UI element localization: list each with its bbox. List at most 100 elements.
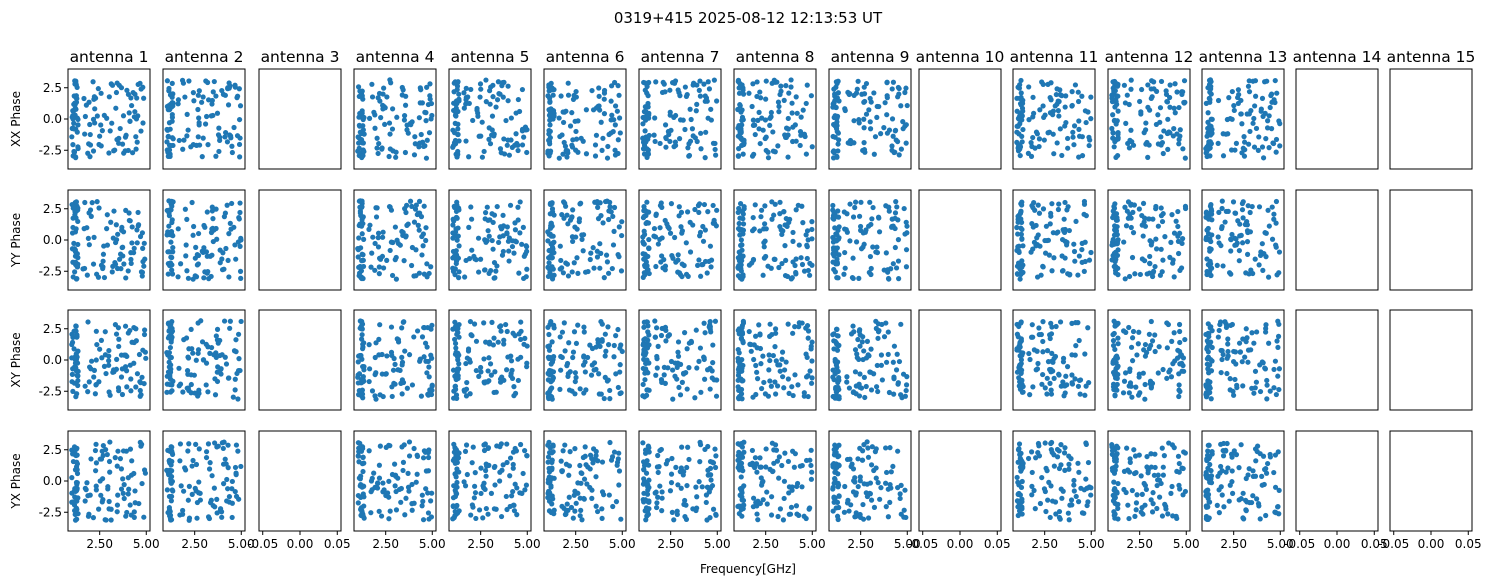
data-point xyxy=(640,393,646,399)
data-point xyxy=(1156,344,1162,350)
data-point xyxy=(889,147,895,153)
data-point xyxy=(735,273,742,279)
data-point xyxy=(1142,396,1148,402)
data-point xyxy=(710,202,716,209)
panel-frame xyxy=(1107,189,1191,291)
data-point xyxy=(761,379,767,386)
data-point xyxy=(1273,198,1280,205)
data-point xyxy=(428,514,435,520)
data-point xyxy=(889,216,895,222)
data-point xyxy=(87,364,93,370)
data-point xyxy=(412,206,419,212)
data-point xyxy=(73,259,79,265)
data-point xyxy=(128,250,134,256)
data-point xyxy=(70,116,76,122)
data-point xyxy=(1149,78,1155,84)
data-point xyxy=(863,355,870,361)
data-point xyxy=(867,199,873,205)
data-point xyxy=(1110,208,1116,214)
data-point xyxy=(1114,375,1120,381)
data-point xyxy=(832,269,838,275)
data-point xyxy=(489,113,496,119)
data-point xyxy=(593,366,599,372)
data-point xyxy=(355,247,361,253)
data-point xyxy=(224,476,230,483)
data-point xyxy=(809,262,815,268)
data-point xyxy=(904,102,910,109)
data-point xyxy=(168,330,174,336)
data-point xyxy=(587,256,593,263)
data-point xyxy=(114,136,120,143)
data-point xyxy=(140,245,146,251)
data-point xyxy=(709,483,716,489)
data-point xyxy=(73,93,79,99)
data-point xyxy=(113,222,119,228)
data-point xyxy=(70,142,76,148)
data-point xyxy=(1062,199,1068,206)
data-point xyxy=(1231,103,1237,109)
data-point xyxy=(785,376,791,382)
data-point xyxy=(567,123,574,129)
data-point xyxy=(472,490,479,496)
data-point xyxy=(741,204,747,210)
data-point xyxy=(1160,150,1166,157)
data-point xyxy=(665,365,671,371)
data-point xyxy=(640,121,646,127)
data-point xyxy=(495,339,501,345)
data-point xyxy=(833,213,839,220)
data-point xyxy=(861,91,868,97)
data-point xyxy=(702,330,708,336)
data-point xyxy=(704,367,711,373)
data-point xyxy=(225,257,231,264)
data-point xyxy=(739,276,745,282)
data-point xyxy=(469,460,475,466)
data-point xyxy=(88,456,94,462)
data-point xyxy=(808,380,815,386)
data-point xyxy=(800,220,806,226)
data-point xyxy=(1141,347,1147,353)
data-point xyxy=(1110,214,1116,221)
data-point xyxy=(1126,273,1133,280)
data-point xyxy=(101,363,108,369)
data-point xyxy=(664,457,671,464)
data-point xyxy=(238,318,244,325)
antenna-title: antenna 7 xyxy=(641,48,720,66)
data-point xyxy=(1059,152,1065,159)
data-point xyxy=(1017,276,1023,282)
data-point xyxy=(1054,230,1060,236)
data-point xyxy=(1256,134,1262,140)
data-point xyxy=(736,503,742,509)
data-point xyxy=(409,481,415,488)
data-point xyxy=(740,318,746,324)
data-point xyxy=(874,103,880,110)
data-point xyxy=(1115,341,1121,347)
data-point xyxy=(686,456,692,463)
data-point xyxy=(405,470,411,476)
data-point xyxy=(124,509,130,516)
data-point xyxy=(1209,358,1215,364)
data-point xyxy=(504,441,510,447)
data-point xyxy=(1062,238,1068,244)
data-point xyxy=(469,216,475,222)
data-point xyxy=(100,442,106,449)
data-point xyxy=(652,318,658,324)
data-point xyxy=(558,367,564,373)
data-point xyxy=(1130,230,1137,236)
data-point xyxy=(682,330,688,336)
data-point xyxy=(236,216,242,222)
data-point xyxy=(1225,348,1231,355)
data-point xyxy=(210,89,216,95)
data-point xyxy=(888,266,894,272)
data-point xyxy=(1158,246,1164,252)
data-point xyxy=(804,242,810,248)
data-point xyxy=(167,369,174,375)
data-point xyxy=(389,393,395,400)
data-point xyxy=(1240,145,1246,151)
data-point xyxy=(1205,215,1211,221)
data-point xyxy=(367,366,373,372)
panel-frame xyxy=(638,309,722,411)
data-point xyxy=(355,254,361,260)
data-point xyxy=(702,93,708,99)
data-point xyxy=(226,493,233,500)
data-point xyxy=(524,364,530,370)
